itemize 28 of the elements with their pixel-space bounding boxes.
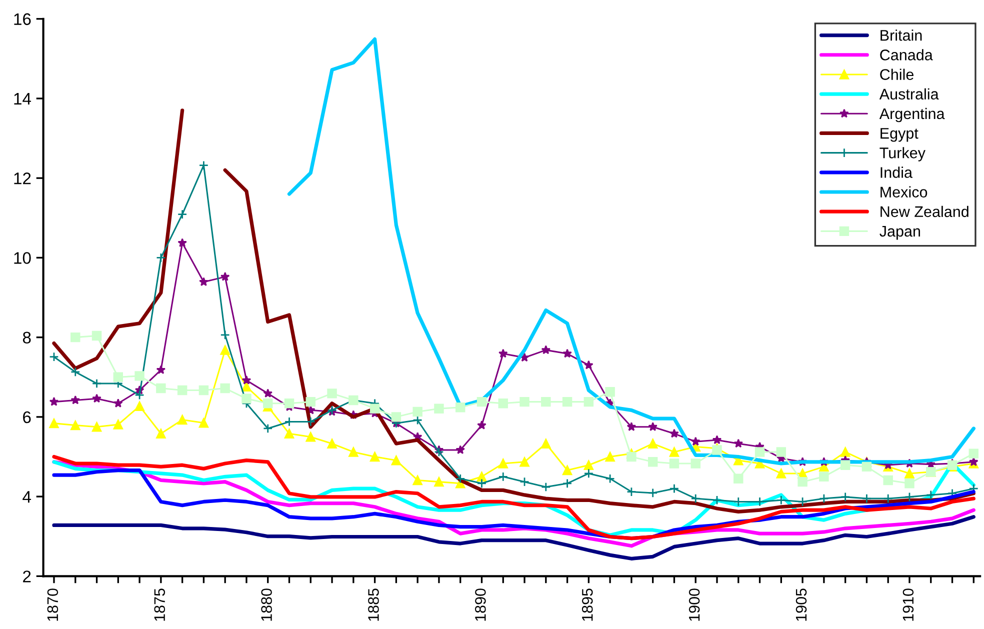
y-tick-label: 14: [14, 93, 32, 105]
x-tick-label: 1875: [154, 588, 166, 621]
y-tick-label: 2: [23, 570, 31, 582]
x-tick-label: 1895: [582, 588, 593, 621]
y-tick-label: 6: [23, 411, 31, 424]
y-tick-label: 4: [22, 491, 32, 503]
legend-label: Egypt: [880, 128, 918, 142]
legend-label: Argentina: [879, 108, 945, 122]
y-tick-label: 12: [14, 172, 31, 184]
x-tick-label: 1885: [368, 588, 379, 621]
legend-label: Canada: [880, 49, 933, 60]
legend-label: Britain: [880, 30, 922, 41]
legend-label: Australia: [879, 88, 939, 100]
x-tick-label: 1870: [47, 588, 58, 621]
legend-label: India: [880, 166, 912, 178]
y-tick-label: 16: [14, 13, 31, 26]
legend-label: Mexico: [880, 186, 928, 198]
legend-label: Chile: [880, 68, 914, 80]
x-tick-label: 1905: [796, 588, 807, 621]
x-tick-label: 1900: [688, 588, 700, 621]
y-tick-label: 10: [14, 252, 31, 264]
x-tick-label: 1910: [902, 588, 914, 621]
legend-label: New Zealand: [880, 206, 968, 218]
x-tick-label: 1880: [261, 588, 272, 621]
legend-label: Japan: [880, 226, 920, 240]
x-tick-label: 1890: [475, 588, 486, 621]
legend-label: Turkey: [880, 147, 926, 162]
y-tick-label: 8: [22, 332, 31, 344]
